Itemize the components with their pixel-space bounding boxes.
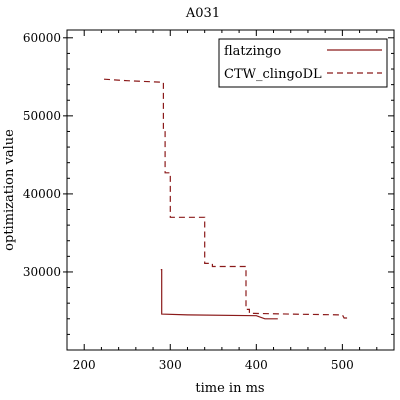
series-lines — [103, 78, 351, 320]
y-tick-label: 50000 — [23, 109, 61, 123]
series-line-flatzingo — [160, 269, 278, 320]
legend: flatzingo CTW_clingoDL — [218, 38, 388, 88]
x-axis-ticks: 200 300 400 500 — [73, 30, 378, 372]
legend-label-flatzingo: flatzingo — [224, 44, 281, 59]
legend-label-ctw-clingodl: CTW_clingoDL — [224, 67, 322, 82]
x-tick-label: 500 — [331, 358, 354, 372]
y-axis-ticks: 30000 40000 50000 60000 — [23, 31, 394, 335]
legend-box — [218, 38, 388, 88]
y-tick-label: 40000 — [23, 187, 61, 201]
x-tick-label: 300 — [159, 358, 182, 372]
x-tick-label: 200 — [73, 358, 96, 372]
y-tick-label: 30000 — [23, 265, 61, 279]
x-tick-label: 400 — [245, 358, 268, 372]
y-axis-label: optimization value — [2, 129, 17, 251]
chart-title: A031 — [185, 6, 220, 21]
series-line-ctw-clingodl — [103, 78, 351, 319]
x-axis-label: time in ms — [195, 381, 264, 396]
y-tick-label: 60000 — [23, 31, 61, 45]
plot-frame — [66, 29, 395, 351]
